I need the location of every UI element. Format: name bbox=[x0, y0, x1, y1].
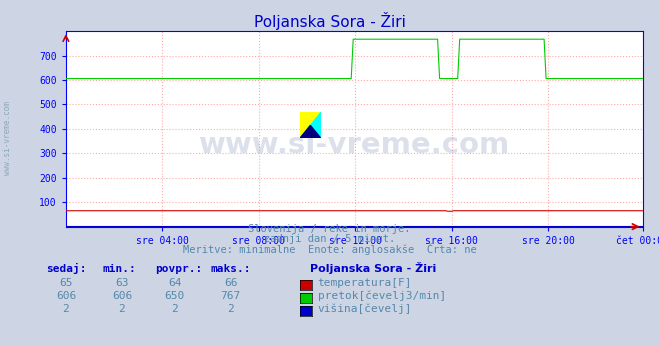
Text: Meritve: minimalne  Enote: anglosakše  Črta: ne: Meritve: minimalne Enote: anglosakše Črt… bbox=[183, 243, 476, 255]
Text: višina[čevelj]: višina[čevelj] bbox=[318, 303, 412, 314]
Text: 606: 606 bbox=[112, 291, 132, 301]
Polygon shape bbox=[300, 112, 321, 138]
Text: min.:: min.: bbox=[102, 264, 136, 274]
Text: maks.:: maks.: bbox=[211, 264, 251, 274]
Text: pretok[čevelj3/min]: pretok[čevelj3/min] bbox=[318, 291, 446, 301]
Text: povpr.:: povpr.: bbox=[155, 264, 202, 274]
Text: 606: 606 bbox=[56, 291, 76, 301]
Polygon shape bbox=[300, 126, 321, 138]
Text: 65: 65 bbox=[59, 279, 72, 289]
Text: 767: 767 bbox=[221, 291, 241, 301]
Text: Poljanska Sora - Žiri: Poljanska Sora - Žiri bbox=[310, 262, 436, 274]
Text: 650: 650 bbox=[165, 291, 185, 301]
Polygon shape bbox=[300, 112, 321, 138]
Text: 63: 63 bbox=[115, 279, 129, 289]
Text: 2: 2 bbox=[63, 304, 69, 314]
Text: zadnji dan / 5 minut.: zadnji dan / 5 minut. bbox=[264, 234, 395, 244]
Text: sedaj:: sedaj: bbox=[46, 263, 86, 274]
Text: 66: 66 bbox=[224, 279, 237, 289]
Text: 2: 2 bbox=[171, 304, 178, 314]
Text: Poljanska Sora - Žiri: Poljanska Sora - Žiri bbox=[254, 12, 405, 30]
Text: 64: 64 bbox=[168, 279, 181, 289]
Text: 2: 2 bbox=[119, 304, 125, 314]
Text: www.si-vreme.com: www.si-vreme.com bbox=[3, 101, 13, 175]
Text: temperatura[F]: temperatura[F] bbox=[318, 279, 412, 289]
Text: Slovenija / reke in morje.: Slovenija / reke in morje. bbox=[248, 224, 411, 234]
Text: www.si-vreme.com: www.si-vreme.com bbox=[198, 130, 510, 158]
Text: 2: 2 bbox=[227, 304, 234, 314]
